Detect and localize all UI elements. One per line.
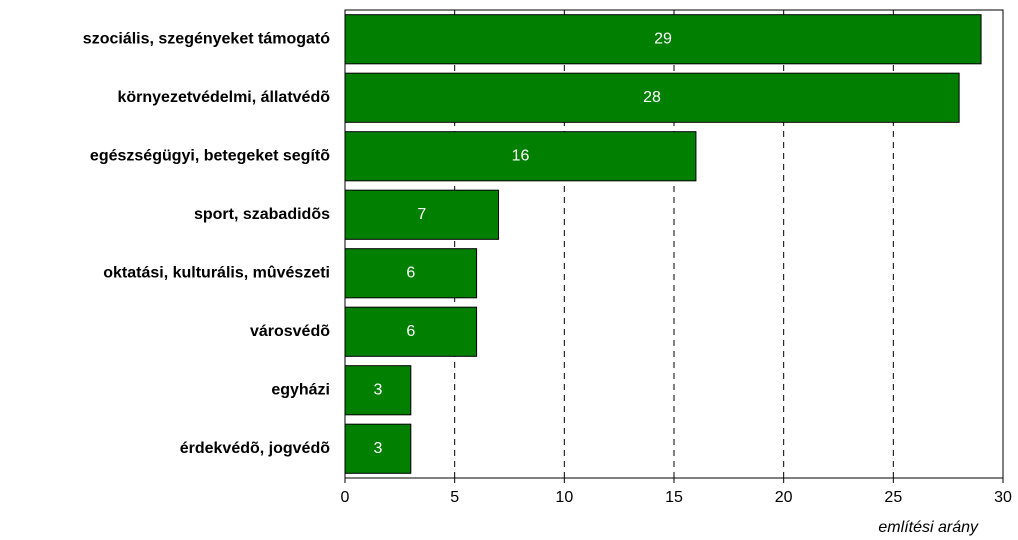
value-label: 6	[406, 264, 415, 281]
value-label: 16	[512, 147, 530, 164]
y-tick-label: sport, szabadidõs	[194, 206, 330, 223]
value-label: 29	[654, 30, 672, 47]
y-tick-label: szociális, szegényeket támogató	[83, 30, 330, 47]
y-tick-label: oktatási, kulturális, mûvészeti	[103, 264, 330, 281]
y-tick-label: egyházi	[271, 381, 330, 398]
y-tick-label: érdekvédõ, jogvédõ	[180, 440, 330, 457]
bar	[344, 14, 982, 65]
bar	[344, 365, 412, 416]
value-label: 7	[417, 206, 426, 223]
y-tick-label: városvédõ	[250, 323, 330, 340]
x-tick-label: 30	[994, 489, 1012, 506]
x-tick-label: 25	[884, 489, 902, 506]
bar	[344, 189, 500, 240]
x-tick-label: 10	[555, 489, 573, 506]
x-tick-label: 0	[341, 489, 350, 506]
value-label: 3	[373, 381, 382, 398]
bar	[344, 248, 478, 299]
x-tick-label: 15	[665, 489, 683, 506]
bar	[344, 423, 412, 474]
y-tick-label: egészségügyi, betegeket segítõ	[90, 147, 330, 164]
bar	[344, 72, 960, 123]
bar	[344, 131, 697, 182]
bar	[344, 306, 478, 357]
x-tick-label: 20	[775, 489, 793, 506]
x-axis-label: említési arány	[878, 519, 979, 536]
y-tick-label: környezetvédelmi, állatvédõ	[117, 89, 330, 106]
value-label: 3	[373, 440, 382, 457]
value-label: 28	[643, 89, 661, 106]
x-tick-label: 5	[450, 489, 459, 506]
value-label: 6	[406, 323, 415, 340]
